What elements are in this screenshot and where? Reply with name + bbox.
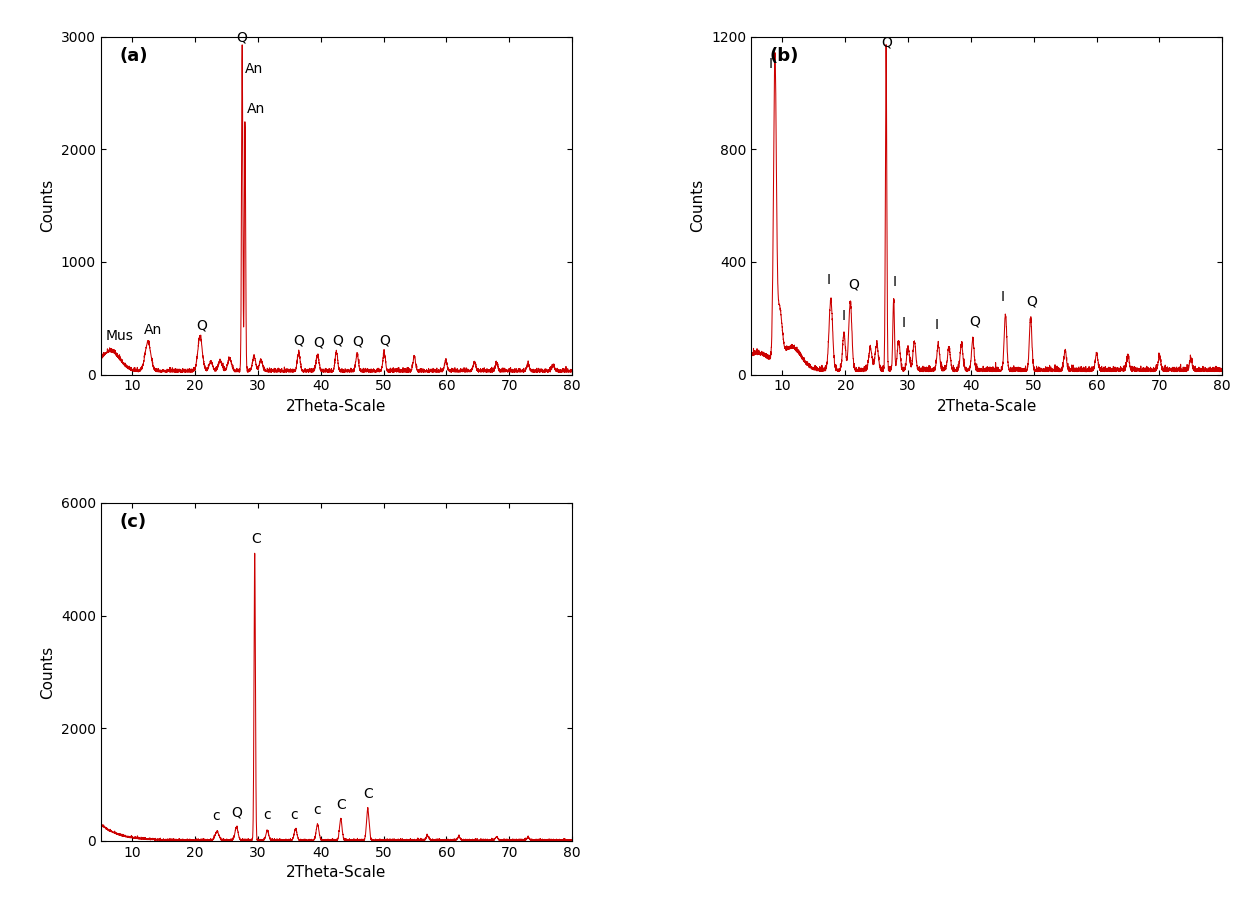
Text: c: c bbox=[213, 809, 220, 823]
Text: c: c bbox=[263, 809, 271, 823]
Text: Q: Q bbox=[1026, 294, 1037, 309]
Text: I: I bbox=[902, 315, 906, 330]
Y-axis label: Counts: Counts bbox=[40, 179, 55, 232]
Text: (b): (b) bbox=[770, 47, 799, 65]
Text: C: C bbox=[363, 787, 373, 801]
Text: Q: Q bbox=[314, 335, 324, 349]
Text: (c): (c) bbox=[120, 513, 146, 531]
Text: Mus: Mus bbox=[106, 329, 134, 343]
Text: c: c bbox=[314, 802, 321, 817]
Text: I: I bbox=[827, 273, 830, 287]
Text: Q: Q bbox=[294, 333, 304, 347]
Text: c: c bbox=[291, 809, 299, 823]
Text: An: An bbox=[144, 323, 161, 337]
Y-axis label: Counts: Counts bbox=[690, 179, 706, 232]
Text: An: An bbox=[244, 61, 263, 76]
Text: I: I bbox=[842, 309, 847, 323]
Y-axis label: Counts: Counts bbox=[40, 645, 55, 698]
Text: An: An bbox=[247, 102, 266, 116]
Text: Q: Q bbox=[970, 314, 980, 328]
Text: Q: Q bbox=[331, 333, 343, 347]
Text: Q: Q bbox=[379, 334, 391, 347]
X-axis label: 2Theta-Scale: 2Theta-Scale bbox=[936, 399, 1037, 414]
Text: C: C bbox=[336, 798, 346, 812]
Text: Q: Q bbox=[352, 335, 363, 349]
Text: Q: Q bbox=[848, 278, 859, 292]
Text: Q: Q bbox=[236, 30, 247, 44]
X-axis label: 2Theta-Scale: 2Theta-Scale bbox=[286, 866, 387, 880]
X-axis label: 2Theta-Scale: 2Theta-Scale bbox=[286, 399, 387, 414]
Text: I: I bbox=[769, 57, 772, 70]
Text: I: I bbox=[893, 275, 897, 289]
Text: I: I bbox=[1000, 291, 1005, 304]
Text: Q: Q bbox=[881, 36, 892, 49]
Text: Q: Q bbox=[197, 318, 207, 333]
Text: I: I bbox=[935, 318, 939, 333]
Text: Q: Q bbox=[232, 805, 242, 819]
Text: (a): (a) bbox=[120, 47, 149, 65]
Text: C: C bbox=[252, 533, 261, 547]
